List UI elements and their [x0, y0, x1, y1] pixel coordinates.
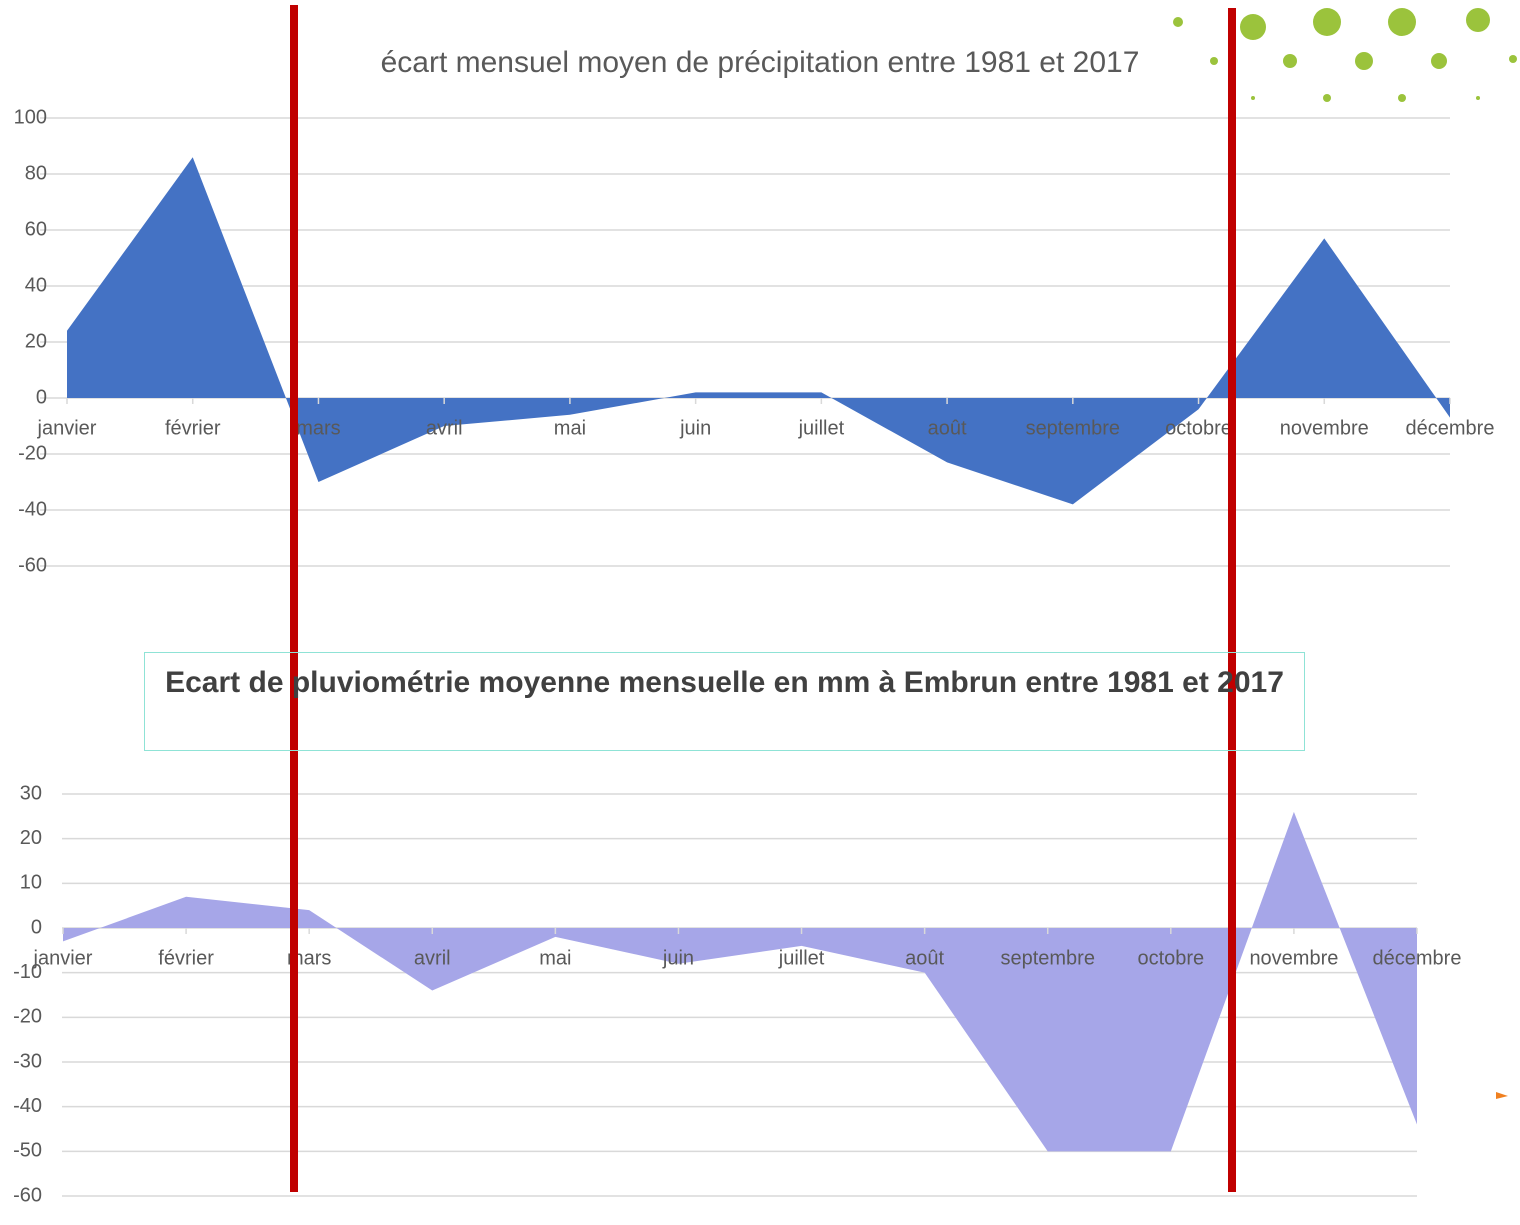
x-tick-label: juin [662, 947, 694, 969]
x-tick-label: février [158, 947, 214, 969]
x-tick-label: décembre [1373, 947, 1462, 969]
y-tick-label: 0 [36, 386, 47, 408]
y-tick-label: 20 [20, 827, 42, 849]
y-tick-label: -20 [13, 1006, 42, 1028]
x-tick-label: janvier [33, 947, 93, 969]
y-tick-label: 100 [14, 106, 47, 128]
y-tick-label: 60 [25, 218, 47, 240]
x-tick-label: mai [554, 417, 586, 439]
area [63, 811, 1417, 1152]
x-tick-label: avril [414, 947, 451, 969]
x-tick-label: novembre [1249, 947, 1338, 969]
y-tick-label: 0 [31, 916, 42, 938]
area [67, 157, 1450, 505]
y-tick-label: 30 [20, 782, 42, 804]
y-tick-label: -40 [18, 498, 47, 520]
chart-title: Ecart de pluviométrie moyenne mensuelle … [144, 652, 1305, 751]
x-tick-label: mars [296, 417, 340, 439]
y-tick-label: 20 [25, 330, 47, 352]
x-tick-label: octobre [1165, 417, 1232, 439]
y-tick-label: -30 [13, 1050, 42, 1072]
decoration-dots [1173, 8, 1517, 102]
x-tick-label: mars [287, 947, 331, 969]
x-tick-label: décembre [1406, 417, 1495, 439]
x-tick-label: octobre [1137, 947, 1204, 969]
x-tick-label: janvier [37, 417, 97, 439]
y-tick-label: -50 [13, 1140, 42, 1162]
x-tick-label: juillet [798, 417, 845, 439]
x-tick-label: août [905, 947, 944, 969]
x-tick-label: février [165, 417, 221, 439]
y-tick-label: 80 [25, 162, 47, 184]
x-tick-label: septembre [1000, 947, 1095, 969]
x-tick-label: juin [679, 417, 711, 439]
x-tick-label: juillet [778, 947, 825, 969]
y-tick-label: -10 [13, 961, 42, 983]
y-tick-label: -60 [13, 1184, 42, 1206]
x-tick-label: août [928, 417, 967, 439]
y-tick-label: -20 [18, 442, 47, 464]
chart-title: écart mensuel moyen de précipitation ent… [381, 46, 1140, 79]
y-tick-label: 10 [20, 872, 42, 894]
x-tick-label: novembre [1280, 417, 1369, 439]
y-tick-label: -40 [13, 1095, 42, 1117]
x-tick-label: mai [539, 947, 571, 969]
x-tick-label: septembre [1026, 417, 1121, 439]
y-tick-label: 40 [25, 274, 47, 296]
y-tick-label: -60 [18, 554, 47, 576]
x-tick-label: avril [426, 417, 463, 439]
decoration [1496, 1092, 1508, 1099]
